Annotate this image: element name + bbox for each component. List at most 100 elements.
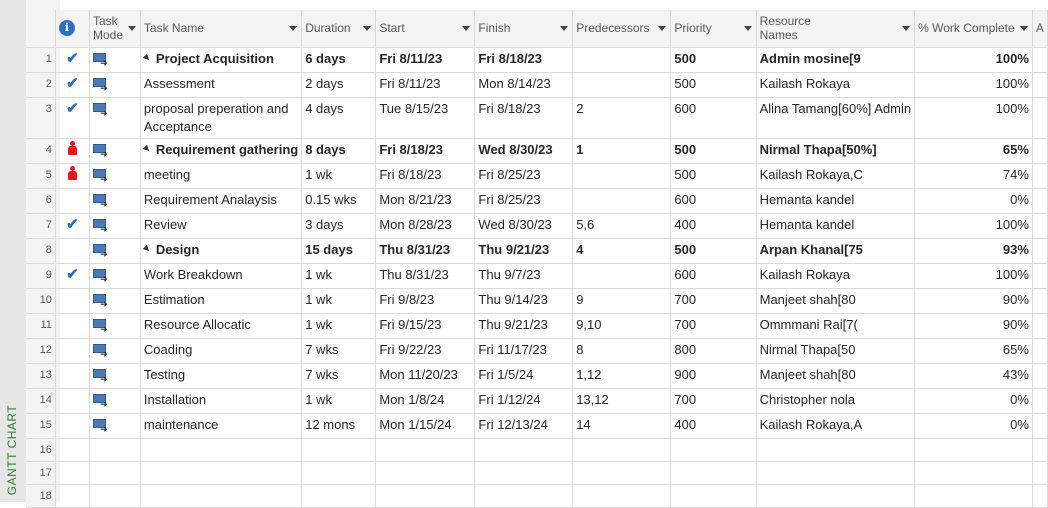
priority-cell[interactable]: 700 [670, 288, 757, 314]
select-all-cell[interactable] [26, 10, 56, 48]
work-complete-header[interactable]: % Work Complete [914, 10, 1033, 48]
empty-cell[interactable] [670, 484, 757, 508]
work-complete-cell[interactable]: 100% [914, 263, 1033, 289]
predecessors-cell[interactable]: 8 [572, 338, 672, 364]
task-name-cell[interactable]: Requirement gathering [140, 138, 303, 164]
collapse-triangle-icon[interactable] [142, 53, 152, 62]
start-cell[interactable]: Fri 9/22/23 [375, 338, 476, 364]
empty-cell[interactable] [375, 438, 476, 462]
task-mode-cell[interactable]: ➜ [89, 163, 141, 189]
empty-cell[interactable] [572, 484, 672, 508]
duration-cell[interactable]: 7 wks [301, 363, 377, 389]
resource-names-cell[interactable]: Ommmani Rai[7( [756, 313, 916, 339]
row-number[interactable]: 13 [26, 363, 56, 389]
table-row[interactable]: 13 ➜ Testing 7 wks Mon 11/20/23 Fri 1/5/24 1,1… [26, 363, 1048, 389]
start-header[interactable]: Start [375, 10, 476, 48]
table-row[interactable]: 6 ➜ Requirement Analaysis 0.15 wks Mon 8/21/… [26, 188, 1048, 214]
finish-cell[interactable]: Thu 9/21/23 [474, 313, 574, 339]
empty-cell[interactable] [55, 461, 91, 485]
empty-cell[interactable] [756, 461, 916, 485]
task-mode-cell[interactable]: ➜ [89, 72, 141, 98]
resource-names-cell[interactable]: Arpan Khanal[75 [756, 238, 916, 264]
task-mode-cell[interactable]: ➜ [89, 138, 141, 164]
work-complete-cell[interactable]: 100% [914, 213, 1033, 239]
start-cell[interactable]: Mon 1/15/24 [375, 413, 476, 439]
next-column-cell[interactable] [1032, 47, 1048, 73]
predecessors-cell[interactable]: 1 [572, 138, 672, 164]
empty-row[interactable]: 16 [26, 438, 1048, 462]
predecessors-cell[interactable] [572, 188, 672, 214]
row-number[interactable]: 15 [26, 413, 56, 439]
task-mode-header[interactable]: Task Mode [89, 10, 141, 48]
resource-names-cell[interactable]: Nirmal Thapa[50 [756, 338, 916, 364]
task-name-cell[interactable]: Design [140, 238, 303, 264]
resource-names-cell[interactable]: Manjeet shah[80 [756, 363, 916, 389]
predecessors-cell[interactable]: 9 [572, 288, 672, 314]
resource-names-cell[interactable]: Hemanta kandel [756, 213, 916, 239]
empty-cell[interactable] [301, 461, 377, 485]
priority-cell[interactable]: 500 [670, 138, 757, 164]
row-number[interactable]: 12 [26, 338, 56, 364]
start-cell[interactable]: Mon 8/21/23 [375, 188, 476, 214]
next-column-cell[interactable] [1032, 413, 1048, 439]
task-mode-cell[interactable]: ➜ [89, 188, 141, 214]
duration-cell[interactable]: 7 wks [301, 338, 377, 364]
priority-cell[interactable]: 500 [670, 72, 757, 98]
collapse-triangle-icon[interactable] [142, 144, 152, 153]
priority-cell[interactable]: 400 [670, 213, 757, 239]
duration-cell[interactable]: 12 mons [301, 413, 377, 439]
empty-cell[interactable] [572, 438, 672, 462]
predecessors-cell[interactable]: 1,12 [572, 363, 672, 389]
empty-cell[interactable] [572, 461, 672, 485]
empty-cell[interactable] [670, 438, 757, 462]
task-name-cell[interactable]: Requirement Analaysis [140, 188, 303, 214]
row-number[interactable]: 10 [26, 288, 56, 314]
empty-cell[interactable] [756, 438, 916, 462]
next-column-header[interactable]: A [1032, 10, 1048, 48]
empty-cell[interactable] [140, 484, 303, 508]
start-cell[interactable]: Fri 8/18/23 [375, 138, 476, 164]
task-mode-cell[interactable]: ➜ [89, 97, 141, 139]
task-name-cell[interactable]: maintenance [140, 413, 303, 439]
next-column-cell[interactable] [1032, 388, 1048, 414]
task-name-header[interactable]: Task Name [140, 10, 303, 48]
next-column-cell[interactable] [1032, 263, 1048, 289]
duration-header[interactable]: Duration [301, 10, 377, 48]
chevron-down-icon[interactable] [363, 26, 372, 32]
task-name-cell[interactable]: Testing [140, 363, 303, 389]
table-row[interactable]: 2 ✔ ➜ Assessment 2 days Fri 8/11/23 Mon 8/14/2… [26, 72, 1048, 98]
duration-cell[interactable]: 1 wk [301, 263, 377, 289]
predecessors-cell[interactable] [572, 47, 672, 73]
empty-cell[interactable] [474, 484, 574, 508]
start-cell[interactable]: Thu 8/31/23 [375, 263, 476, 289]
task-mode-cell[interactable]: ➜ [89, 238, 141, 264]
chevron-down-icon[interactable] [658, 26, 667, 32]
table-row[interactable]: 12 ➜ Coading 7 wks Fri 9/22/23 Fri 11/17/23 8 8… [26, 338, 1048, 364]
resource-names-cell[interactable]: Hemanta kandel [756, 188, 916, 214]
table-row[interactable]: 9 ✔ ➜ Work Breakdown 1 wk Thu 8/31/23 Thu 9/7/… [26, 263, 1048, 289]
table-row[interactable]: 3 ✔ ➜ proposal preperation and Acceptance 4 … [26, 97, 1048, 139]
next-column-cell[interactable] [1032, 238, 1048, 264]
finish-cell[interactable]: Fri 12/13/24 [474, 413, 574, 439]
next-column-cell[interactable] [1032, 338, 1048, 364]
start-cell[interactable]: Mon 1/8/24 [375, 388, 476, 414]
empty-cell[interactable] [1032, 461, 1048, 485]
task-mode-cell[interactable]: ➜ [89, 388, 141, 414]
empty-cell[interactable] [301, 484, 377, 508]
start-cell[interactable]: Mon 8/28/23 [375, 213, 476, 239]
finish-cell[interactable]: Fri 8/25/23 [474, 188, 574, 214]
next-column-cell[interactable] [1032, 188, 1048, 214]
chevron-down-icon[interactable] [743, 26, 752, 32]
finish-cell[interactable]: Fri 8/18/23 [474, 47, 574, 73]
empty-cell[interactable] [474, 438, 574, 462]
table-row[interactable]: 15 ➜ maintenance 12 mons Mon 1/15/24 Fri 12/1… [26, 413, 1048, 439]
empty-cell[interactable] [89, 461, 141, 485]
duration-cell[interactable]: 0.15 wks [301, 188, 377, 214]
empty-cell[interactable] [914, 438, 1033, 462]
resource-names-cell[interactable]: Kailash Rokaya,A [756, 413, 916, 439]
work-complete-cell[interactable]: 0% [914, 188, 1033, 214]
predecessors-cell[interactable]: 4 [572, 238, 672, 264]
task-name-cell[interactable]: Resource Allocatic [140, 313, 303, 339]
task-mode-cell[interactable]: ➜ [89, 47, 141, 73]
empty-cell[interactable] [1032, 438, 1048, 462]
